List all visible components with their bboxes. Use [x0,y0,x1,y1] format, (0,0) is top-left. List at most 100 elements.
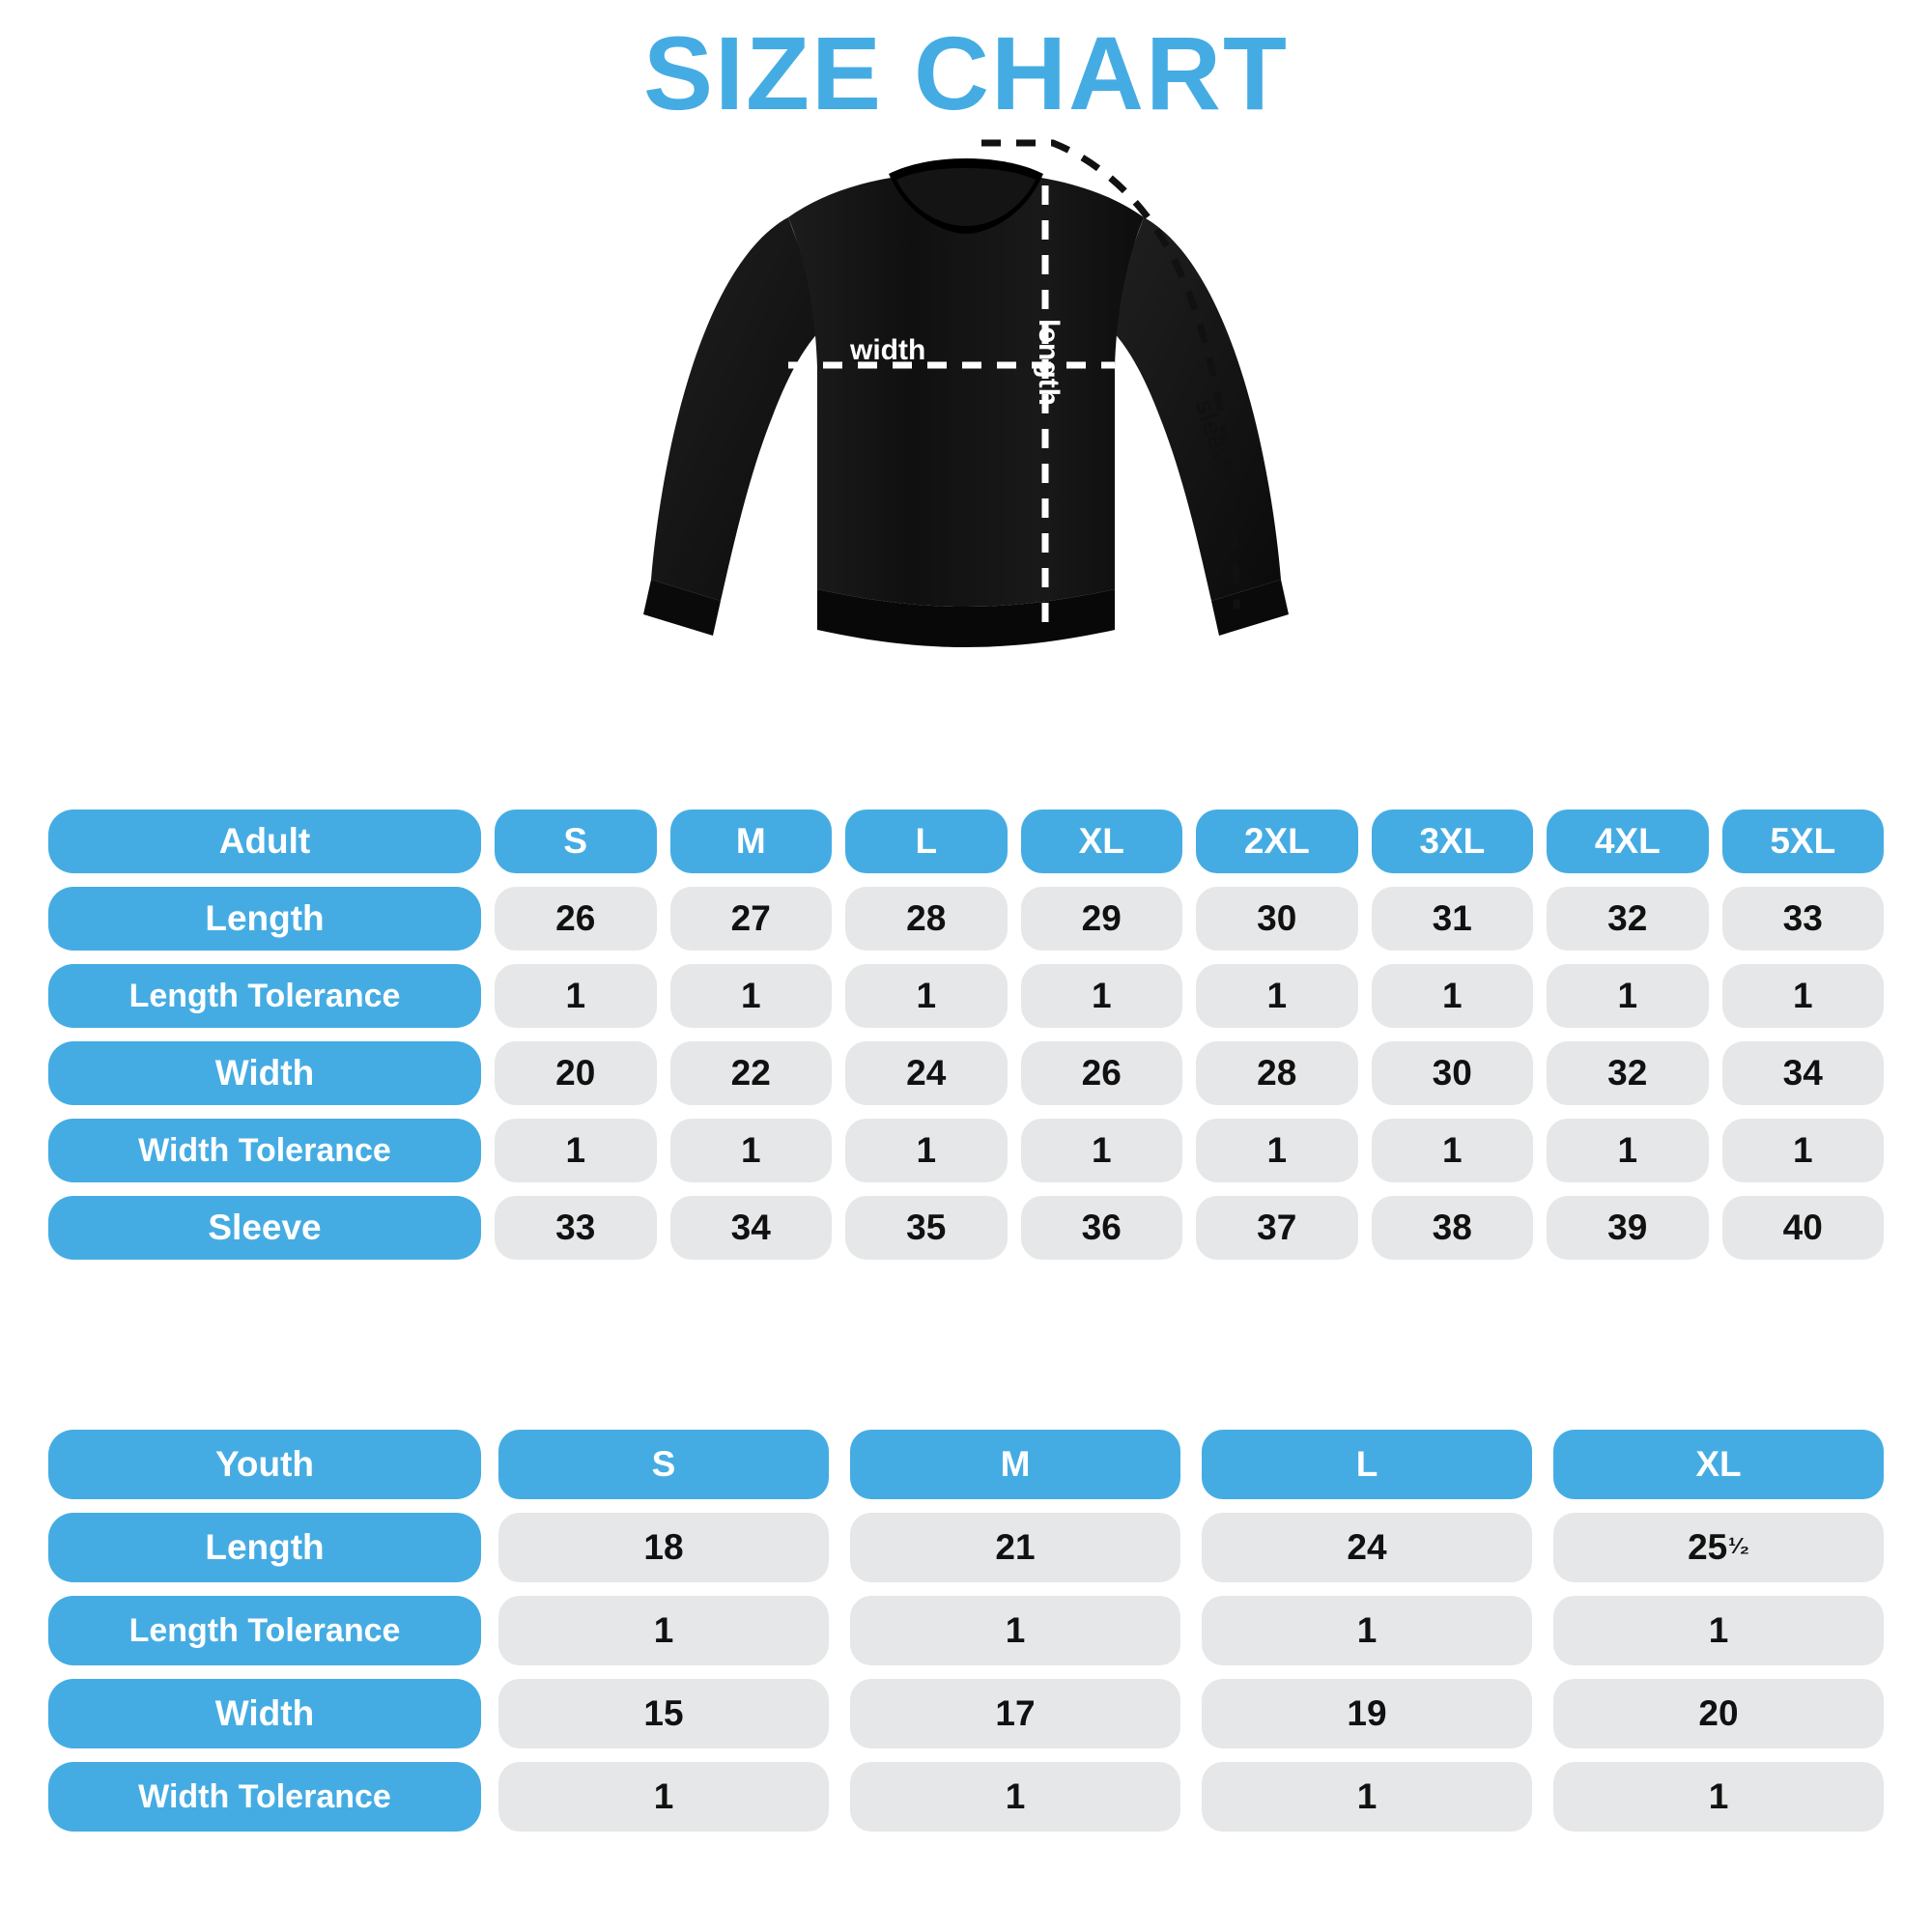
width-label: width [850,334,926,366]
table-cell: 1 [1202,1762,1532,1832]
row-cells: 15 17 19 20 [498,1679,1884,1748]
waistband [817,589,1115,647]
right-cuff [1211,580,1289,636]
youth-size-table: Youth S M L XL Length 18 21 24 25 ¹⁄₂ Length Tolera… [48,1430,1884,1832]
table-row: Width 15 17 19 20 [48,1679,1884,1748]
table-cell: 37 [1196,1196,1358,1260]
table-cell: 31 [1371,887,1533,951]
adult-column-header-3xl: 3XL [1371,810,1533,873]
table-cell: 40 [1721,1196,1884,1260]
adult-table-title: Adult [48,810,481,873]
table-cell: 30 [1371,1041,1533,1105]
table-row: Length Tolerance 1 1 1 1 1 1 1 1 [48,964,1884,1028]
table-cell: 1 [1721,1119,1884,1182]
sleeve-guide-line [981,139,1240,610]
table-cell: 22 [669,1041,832,1105]
table-cell: 32 [1547,887,1709,951]
adult-column-header-xl: XL [1020,810,1182,873]
table-row: Width Tolerance 1 1 1 1 1 1 1 1 [48,1119,1884,1182]
table-cell: 1 [1553,1596,1884,1665]
adult-row-label-sleeve: Sleeve [48,1196,481,1260]
youth-column-header-xl: XL [1553,1430,1884,1499]
right-sleeve [1105,217,1281,601]
table-cell: 1 [669,964,832,1028]
adult-row-label-width: Width [48,1041,481,1105]
adult-column-header-4xl: 4XL [1547,810,1709,873]
table-cell: 1 [845,964,1008,1028]
table-cell: 27 [669,887,832,951]
table-cell: 26 [1020,1041,1182,1105]
youth-column-header-m: M [850,1430,1180,1499]
table-cell: 20 [1553,1679,1884,1748]
row-cells: 26 27 28 29 30 31 32 33 [495,887,1884,951]
youth-column-header-s: S [498,1430,829,1499]
table-cell: 1 [1547,1119,1709,1182]
table-cell: 1 [850,1762,1180,1832]
table-cell: 28 [845,887,1008,951]
adult-column-header-m: M [669,810,832,873]
table-cell: 38 [1371,1196,1533,1260]
table-cell: 1 [850,1596,1180,1665]
left-sleeve [651,217,827,601]
table-cell: 36 [1020,1196,1182,1260]
adult-column-header-5xl: 5XL [1721,810,1884,873]
garment-illustration: width length sleeve [599,126,1333,647]
adult-size-table: Adult S M L XL 2XL 3XL 4XL 5XL Length 26 27 28 29 30 31… [48,810,1884,1260]
table-cell: 28 [1196,1041,1358,1105]
table-row: Width 20 22 24 26 28 30 32 34 [48,1041,1884,1105]
table-row: Length 18 21 24 25 ¹⁄₂ [48,1513,1884,1582]
table-row: Sleeve 33 34 35 36 37 38 39 40 [48,1196,1884,1260]
table-cell: 1 [1371,964,1533,1028]
table-cell: 39 [1547,1196,1709,1260]
youth-column-headers: S M L XL [498,1430,1884,1499]
table-cell: 1 [1020,964,1182,1028]
adult-column-header-l: L [845,810,1008,873]
table-cell: 1 [1547,964,1709,1028]
youth-column-header-l: L [1202,1430,1532,1499]
garment-body [788,172,1144,607]
table-cell: 30 [1196,887,1358,951]
table-row: Length 26 27 28 29 30 31 32 33 [48,887,1884,951]
collar-inner [896,168,1036,226]
table-cell: 34 [1721,1041,1884,1105]
table-cell: 24 [845,1041,1008,1105]
length-label: length [1033,319,1065,406]
table-cell: 1 [1020,1119,1182,1182]
row-cells: 33 34 35 36 37 38 39 40 [495,1196,1884,1260]
table-cell: 1 [498,1596,829,1665]
youth-row-label-length: Length [48,1513,481,1582]
table-cell: 1 [498,1762,829,1832]
table-cell: 1 [1196,964,1358,1028]
table-cell: 33 [495,1196,657,1260]
table-cell: 1 [1196,1119,1358,1182]
table-cell: 1 [495,964,657,1028]
adult-row-label-length-tolerance: Length Tolerance [48,964,481,1028]
table-row: Length Tolerance 1 1 1 1 [48,1596,1884,1665]
table-cell: 33 [1721,887,1884,951]
table-cell: 1 [1202,1596,1532,1665]
table-cell: 18 [498,1513,829,1582]
youth-header-row: Youth S M L XL [48,1430,1884,1499]
table-cell: 1 [1553,1762,1884,1832]
table-cell: 24 [1202,1513,1532,1582]
youth-row-label-length-tolerance: Length Tolerance [48,1596,481,1665]
youth-row-label-width-tolerance: Width Tolerance [48,1762,481,1832]
sweatshirt-svg [643,139,1289,647]
table-cell: 34 [669,1196,832,1260]
adult-column-headers: S M L XL 2XL 3XL 4XL 5XL [495,810,1884,873]
table-cell: 15 [498,1679,829,1748]
adult-row-label-length: Length [48,887,481,951]
table-cell: 1 [1721,964,1884,1028]
page-title: SIZE CHART [643,14,1289,131]
row-cells: 20 22 24 26 28 30 32 34 [495,1041,1884,1105]
table-cell: 1 [1371,1119,1533,1182]
table-cell: 29 [1020,887,1182,951]
table-cell: 32 [1547,1041,1709,1105]
table-cell: 1 [495,1119,657,1182]
table-cell: 26 [495,887,657,951]
adult-header-row: Adult S M L XL 2XL 3XL 4XL 5XL [48,810,1884,873]
